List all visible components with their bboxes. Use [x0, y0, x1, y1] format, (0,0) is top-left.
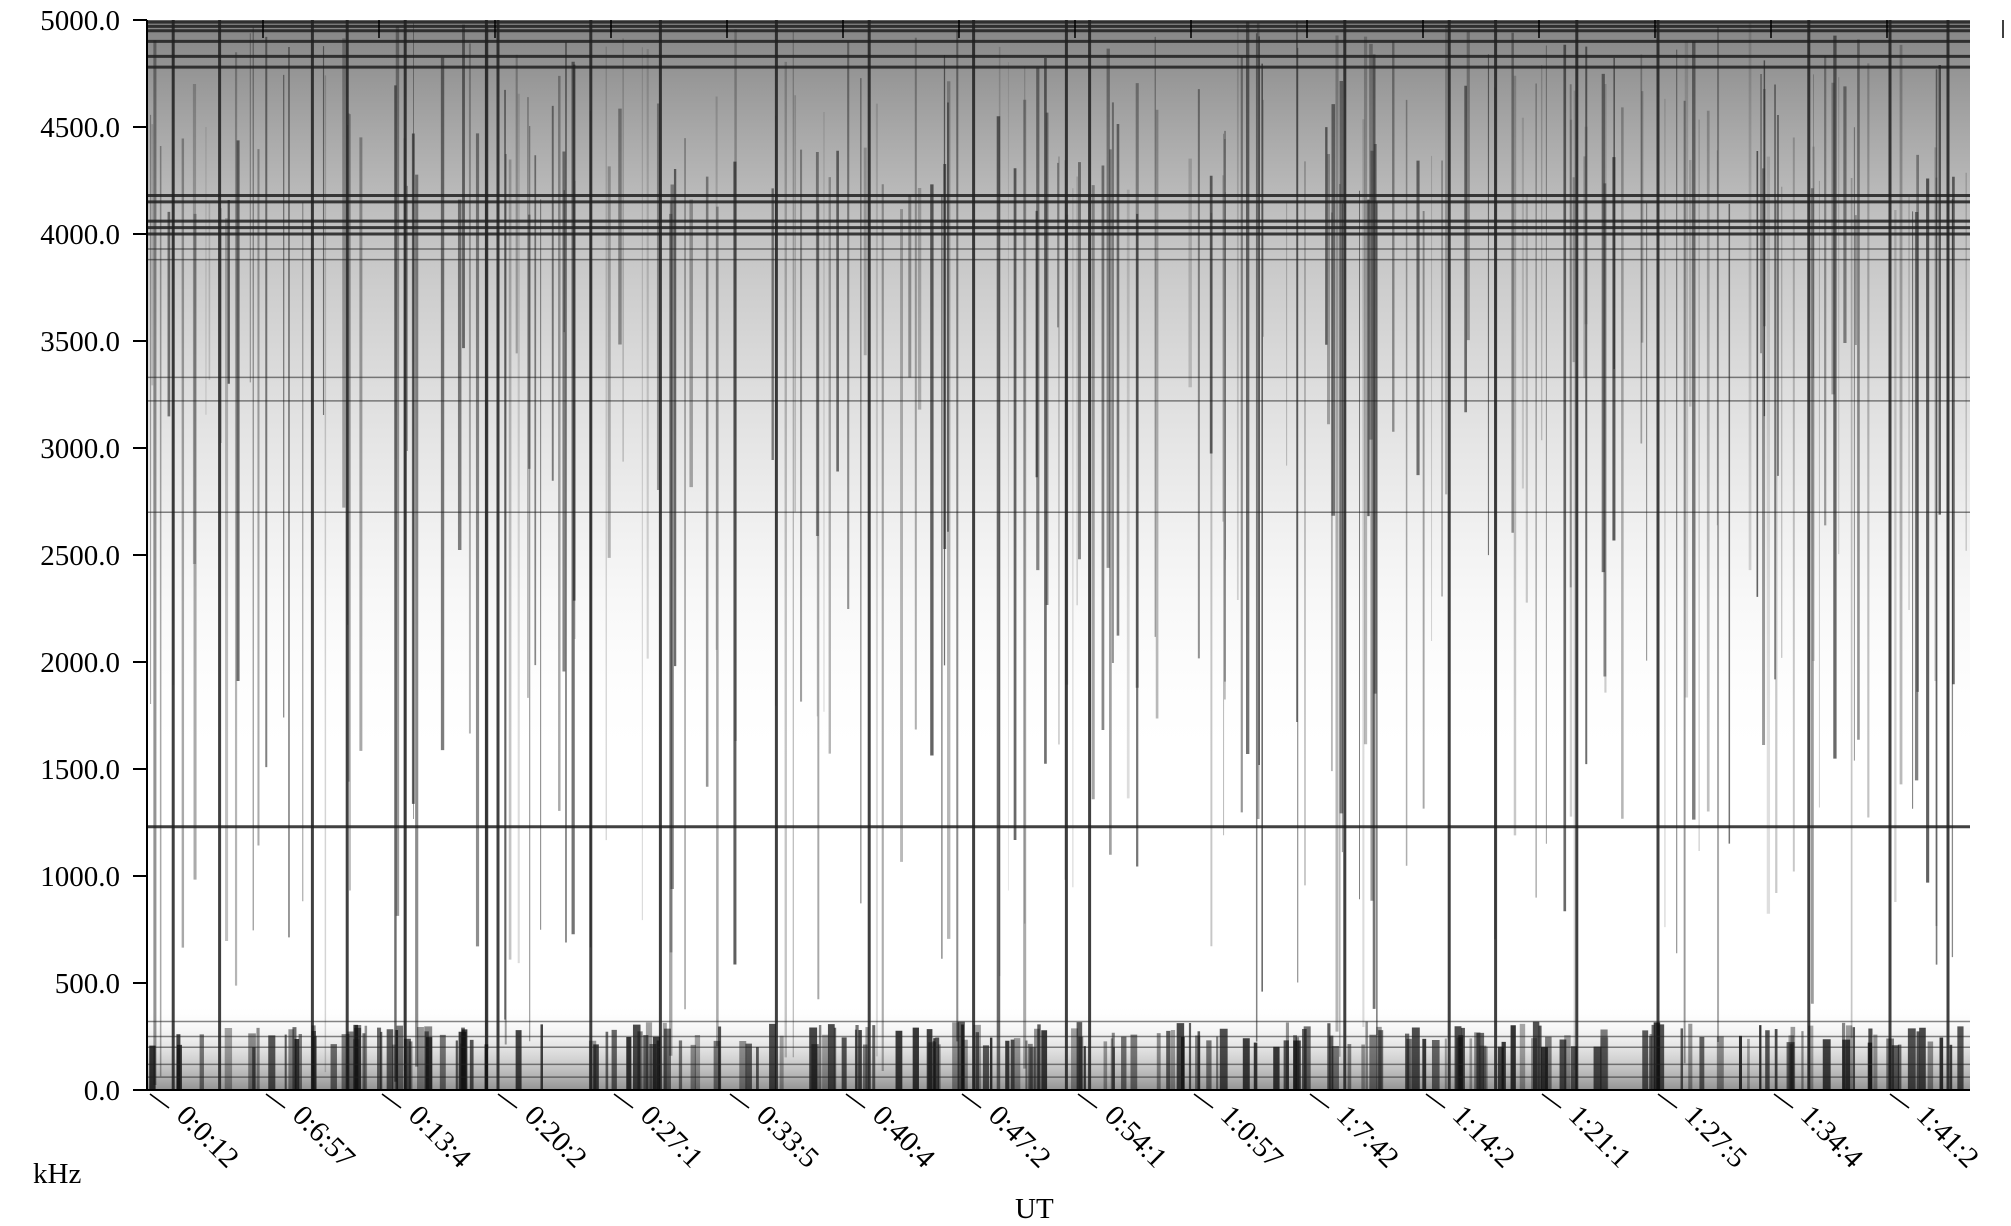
- x-tick-mark: [381, 1093, 402, 1109]
- y-tick-label: 500.0: [55, 968, 120, 1000]
- x-tick-label: 1:41:2: [1910, 1099, 1985, 1174]
- x-tick-mark: [1889, 1093, 1910, 1109]
- x-tick-label: 0:0:12: [170, 1099, 245, 1174]
- y-tick-label: 1500.0: [40, 754, 120, 786]
- y-tick-label: 3000.0: [40, 433, 120, 465]
- x-tick-mark: [1077, 1093, 1098, 1109]
- x-tick-label: 0:54:1: [1098, 1099, 1173, 1174]
- x-tick-mark: [1657, 1093, 1678, 1109]
- x-tick-mark: [729, 1093, 750, 1109]
- x-tick-label: 1:0:57: [1214, 1099, 1289, 1174]
- x-tick-mark: [1309, 1093, 1330, 1109]
- x-tick-label: 0:20:2: [518, 1099, 593, 1174]
- vertical-interference-lines: [149, 20, 1967, 1090]
- y-tick-label: 4000.0: [40, 219, 120, 251]
- spectrogram-image: [147, 20, 1970, 1090]
- y-tick-label: 2000.0: [40, 647, 120, 679]
- x-tick-mark: [845, 1093, 866, 1109]
- x-tick-mark: [961, 1093, 982, 1109]
- y-tick-label: 3500.0: [40, 326, 120, 358]
- x-tick-label: 1:7:42: [1330, 1099, 1405, 1174]
- x-tick-mark: [613, 1093, 634, 1109]
- x-tick-label: 1:34:4: [1794, 1099, 1869, 1174]
- x-tick-mark: [497, 1093, 518, 1109]
- x-tick-mark: [1193, 1093, 1214, 1109]
- x-tick-label: 0:40:4: [866, 1099, 941, 1174]
- x-tick-mark: [1425, 1093, 1446, 1109]
- x-tick-mark: [265, 1093, 286, 1109]
- y-tick-label: 1000.0: [40, 861, 120, 893]
- horizontal-interference-lines: [147, 20, 1970, 1078]
- y-tick-label: 0.0: [84, 1075, 120, 1107]
- y-tick-label: 5000.0: [40, 5, 120, 37]
- x-tick-mark: [1541, 1093, 1562, 1109]
- x-tick-mark: [149, 1093, 170, 1109]
- y-tick-label: 2500.0: [40, 540, 120, 572]
- x-tick-label: 0:6:57: [286, 1099, 361, 1174]
- y-axis-ticks: 0.0 500.0 1000.0 1500.0 2000.0 2500.0 3000.0 35…: [40, 5, 147, 1107]
- x-tick-label: 1:14:2: [1446, 1099, 1521, 1174]
- x-tick-label: 0:47:2: [982, 1099, 1057, 1174]
- x-tick-mark: [1773, 1093, 1794, 1109]
- y-axis-label: kHz: [33, 1158, 81, 1190]
- background-shading: [147, 20, 1970, 1090]
- y-tick-label: 4500.0: [40, 112, 120, 144]
- x-tick-label: 1:27:5: [1678, 1099, 1753, 1174]
- x-tick-label: 0:27:1: [634, 1099, 709, 1174]
- x-tick-label: 0:13:4: [402, 1099, 477, 1174]
- x-tick-label: 1:21:1: [1562, 1099, 1637, 1174]
- x-axis-label: UT: [1015, 1193, 1054, 1225]
- x-tick-label: 0:33:5: [750, 1099, 825, 1174]
